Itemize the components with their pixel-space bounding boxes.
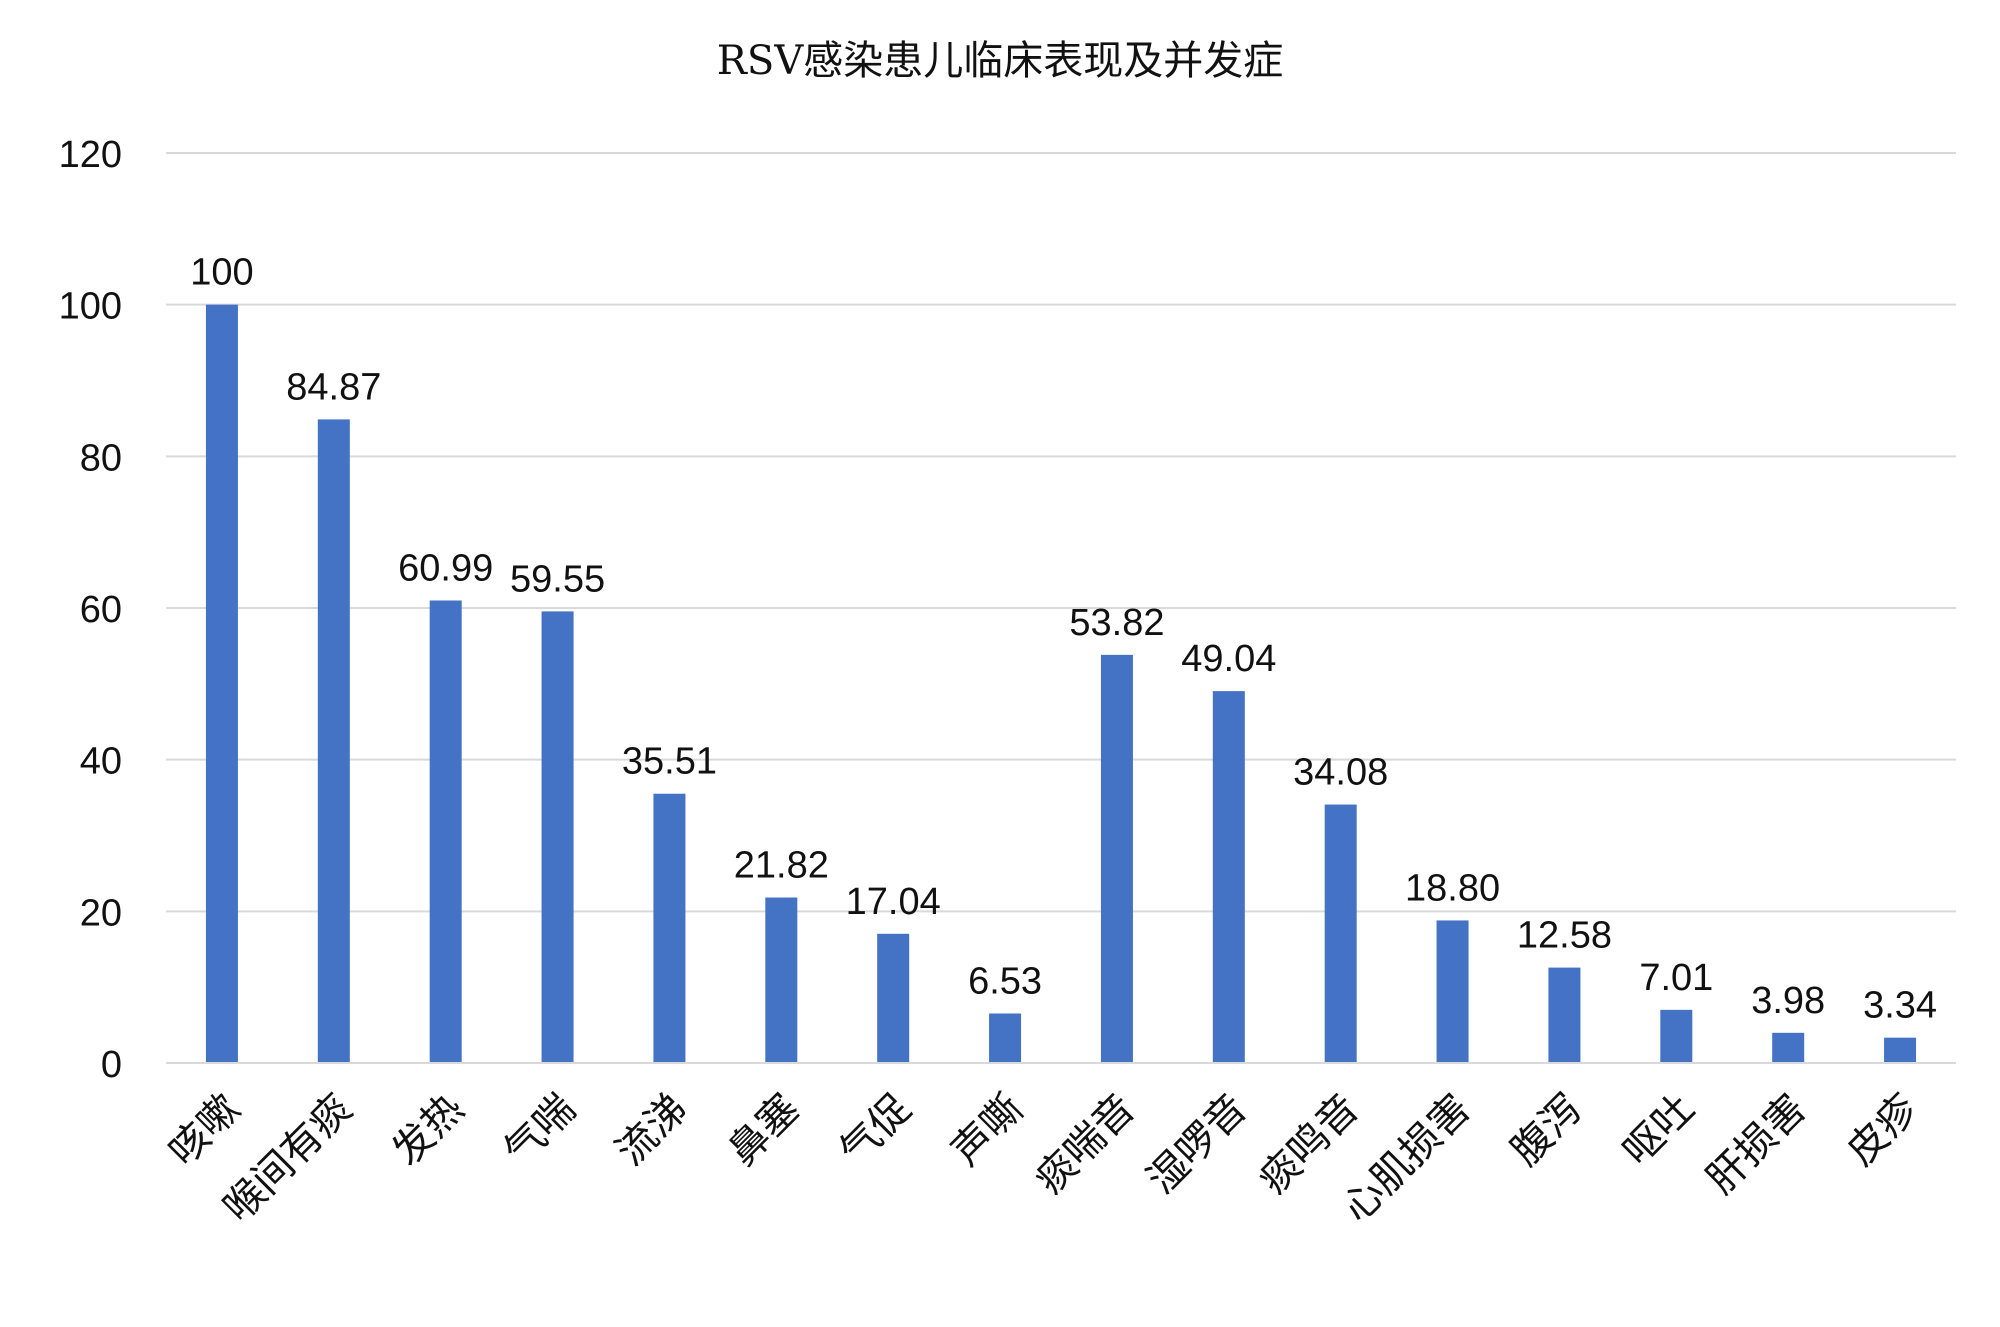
bar-7: [877, 933, 910, 1063]
data-label-8: 6.53: [968, 960, 1042, 1002]
bar-6: [765, 897, 798, 1063]
gridlines: [166, 152, 1956, 913]
data-label-13: 12.58: [1517, 915, 1612, 957]
bar-9: [1100, 654, 1133, 1063]
y-tick-label: 120: [59, 134, 122, 176]
data-label-7: 17.04: [846, 881, 941, 923]
chart-title: RSV感染患儿临床表现及并发症: [716, 38, 1284, 84]
x-tick-label: 痰喘音: [1027, 1086, 1144, 1203]
data-label-3: 60.99: [398, 547, 493, 589]
data-label-5: 35.51: [622, 741, 717, 783]
y-axis-ticks: 0 20 40 60 80 100 120: [59, 134, 122, 1086]
data-label-15: 3.98: [1751, 980, 1825, 1022]
data-label-14: 7.01: [1639, 957, 1713, 999]
x-tick-label: 声嘶: [943, 1086, 1032, 1175]
bar-13: [1548, 967, 1581, 1063]
y-tick-label: 60: [80, 589, 122, 631]
bar-2: [317, 419, 350, 1064]
y-tick-label: 40: [80, 741, 122, 783]
bar-14: [1660, 1009, 1693, 1063]
bar-1: [205, 304, 238, 1064]
data-label-4: 59.55: [510, 558, 605, 600]
bar-4: [541, 611, 574, 1063]
y-tick-label: 100: [59, 286, 122, 328]
bar-5: [653, 793, 686, 1063]
bar-10: [1212, 691, 1245, 1063]
x-tick-label: 气喘: [496, 1086, 585, 1175]
x-tick-label: 发热: [384, 1086, 473, 1175]
data-label-1: 100: [190, 252, 253, 294]
y-tick-label: 80: [80, 437, 122, 479]
x-tick-label: 肝损害: [1698, 1086, 1815, 1203]
bar-11: [1324, 804, 1357, 1063]
bars: [205, 304, 1917, 1064]
x-tick-label: 腹泻: [1502, 1086, 1591, 1175]
data-label-11: 34.08: [1293, 752, 1388, 794]
bar-12: [1436, 920, 1469, 1063]
data-label-16: 3.34: [1863, 985, 1937, 1027]
x-tick-label: 鼻塞: [719, 1086, 808, 1175]
x-tick-label: 咳嗽: [160, 1086, 249, 1175]
bar-16: [1884, 1037, 1917, 1063]
data-label-12: 18.80: [1405, 867, 1500, 909]
data-label-10: 49.04: [1181, 638, 1276, 680]
bar-3: [429, 600, 462, 1063]
x-tick-label: 流涕: [607, 1086, 696, 1175]
data-labels: 100 84.87 60.99 59.55 35.51 21.82 17.04 6.53 53.…: [190, 252, 1937, 1027]
x-tick-label: 湿啰音: [1139, 1086, 1256, 1203]
data-label-6: 21.82: [734, 845, 829, 887]
y-tick-label: 0: [101, 1044, 122, 1086]
x-tick-label: 气促: [831, 1086, 920, 1175]
x-tick-label: 皮疹: [1838, 1086, 1927, 1175]
x-tick-label: 呕吐: [1614, 1086, 1703, 1175]
bar-8: [989, 1013, 1022, 1063]
data-label-2: 84.87: [286, 366, 381, 408]
bar-15: [1772, 1032, 1805, 1063]
y-tick-label: 20: [80, 892, 122, 934]
data-label-9: 53.82: [1069, 602, 1164, 644]
